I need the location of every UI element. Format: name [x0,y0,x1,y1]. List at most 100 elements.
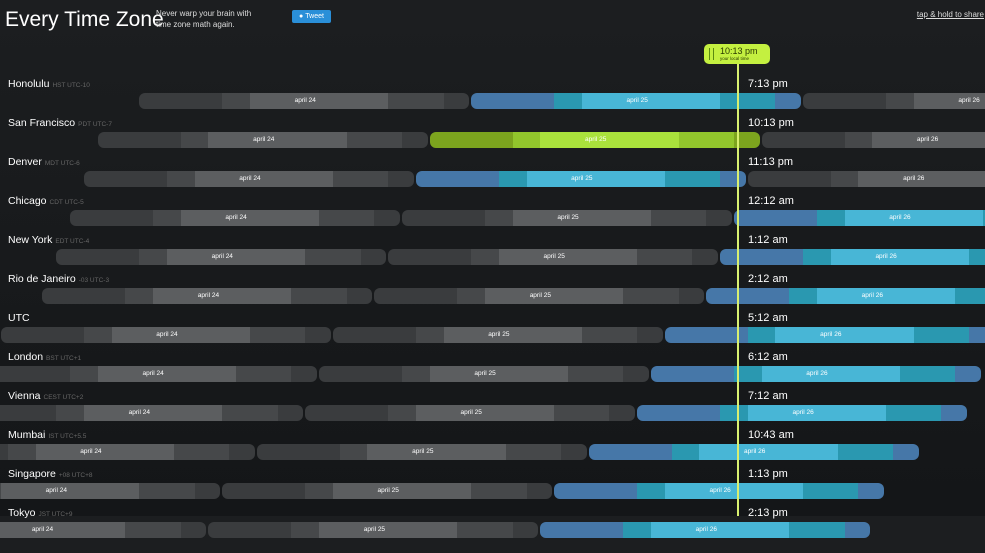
timezone-row: Denver MDT UTC-6 11:13 pm april 24 april 25… [0,156,985,202]
day-bar[interactable]: april 26 [803,93,985,109]
hour-segment [650,522,790,538]
day-bar[interactable]: april 25 [388,249,719,265]
hour-segment [97,132,181,148]
day-bar[interactable]: april 24 [0,366,318,382]
day-bar[interactable]: april 26 [637,405,968,421]
day-bar[interactable]: april 24 [0,483,221,499]
tagline: Never warp your brain with time zone mat… [156,9,252,29]
day-label: april 26 [709,487,731,494]
city-name: Singapore [8,468,56,480]
hour-segment [471,483,527,499]
day-bar[interactable]: april 26 [540,522,871,538]
hour-segment [457,522,513,538]
day-bar[interactable]: april 26 [761,132,985,148]
day-bar[interactable]: april 24 [1,327,331,343]
tweet-button[interactable]: ● Tweet [292,10,331,23]
day-bar[interactable]: april 25 [415,171,746,187]
timezone-row: San Francisco PDT UTC-7 10:13 pm april 24 a… [0,117,985,163]
hour-segment [0,405,57,421]
hour-segment [554,483,638,499]
hour-segment [7,444,36,460]
day-bar[interactable]: april 26 [651,366,981,382]
hour-segment [858,483,885,499]
zone-time: 1:12 am [748,234,788,246]
day-bar[interactable]: april 26 [588,444,919,460]
hour-segment [706,288,790,304]
timezone-row: Rio de Janeiro -03 UTC-3 2:12 am april 24 a… [0,273,985,319]
hour-segment [568,366,624,382]
hour-segment [512,522,539,538]
hour-segment [180,210,320,226]
day-bar[interactable]: april 25 [429,132,760,148]
hour-segment [893,444,919,460]
day-label: april 24 [211,253,233,260]
hour-segment [83,405,223,421]
hour-segment [83,327,112,343]
hour-segment [319,210,375,226]
day-bar[interactable]: april 24 [42,288,373,304]
day-bar[interactable]: april 24 [0,405,304,421]
hour-segment [415,327,444,343]
zone-abbr: HST UTC-10 [52,82,90,89]
day-label: april 24 [128,409,150,416]
zone-time: 2:12 am [748,273,788,285]
hour-segment [498,171,527,187]
timezone-row: New York EDT UTC-4 1:12 am april 24 april 2… [0,234,985,280]
share-link[interactable]: tap & hold to share [916,10,984,19]
day-bar[interactable]: april 24 [83,171,414,187]
day-bar[interactable]: april 25 [402,210,732,226]
day-bar[interactable]: april 26 [733,210,985,226]
day-bar[interactable]: april 24 [97,132,428,148]
day-bar[interactable]: april 25 [222,483,553,499]
hour-segment [623,366,649,382]
day-bar[interactable]: april 26 [554,483,885,499]
day-bar[interactable]: april 26 [747,171,985,187]
hour-segment [402,366,430,382]
day-bar[interactable]: april 25 [332,327,663,343]
hour-segment [830,171,859,187]
day-bar[interactable]: april 25 [471,93,802,109]
hour-segment [678,288,705,304]
hour-segment [955,288,985,304]
hour-segment [194,171,333,187]
day-bar[interactable]: april 25 [208,522,539,538]
local-time-handle[interactable]: 10:13 pm your local time [704,44,770,64]
hour-segment [194,483,221,499]
hour-segment [561,444,587,460]
day-bar[interactable]: april 26 [664,327,985,343]
day-label: april 26 [916,136,939,143]
hour-segment [388,249,472,265]
day-bar[interactable]: april 24 [0,522,207,538]
day-bar[interactable]: april 24 [0,444,255,460]
hour-segment [803,93,887,109]
zone-abbr: CEST UTC+2 [43,394,84,401]
hour-segment [664,327,748,343]
hour-segment [180,132,209,148]
hour-segment [139,93,223,109]
day-bar[interactable]: april 26 [720,249,985,265]
hour-segment [111,327,250,343]
hour-segment [699,444,838,460]
hour-segment [886,93,914,109]
hour-segment [720,171,746,187]
day-bar[interactable]: april 26 [706,288,985,304]
zone-abbr: JST UTC+9 [38,511,73,518]
hour-segment [837,444,893,460]
day-bar[interactable]: april 25 [374,288,705,304]
hour-segment [208,522,292,538]
hour-segment [56,405,84,421]
day-bar[interactable]: april 25 [305,405,636,421]
day-bar[interactable]: april 24 [139,93,470,109]
hour-segment [0,444,8,460]
hour-segment [982,210,985,226]
hour-segment [180,522,207,538]
hour-segment [139,249,167,265]
day-bar[interactable]: april 24 [56,249,387,265]
day-bar[interactable]: april 25 [319,366,649,382]
day-bar[interactable]: april 24 [70,210,401,226]
day-bar[interactable]: april 25 [256,444,587,460]
hour-segment [554,93,582,109]
hour-segment [291,366,318,382]
twitter-bird-icon: ● [299,13,304,20]
hour-segment [526,483,553,499]
